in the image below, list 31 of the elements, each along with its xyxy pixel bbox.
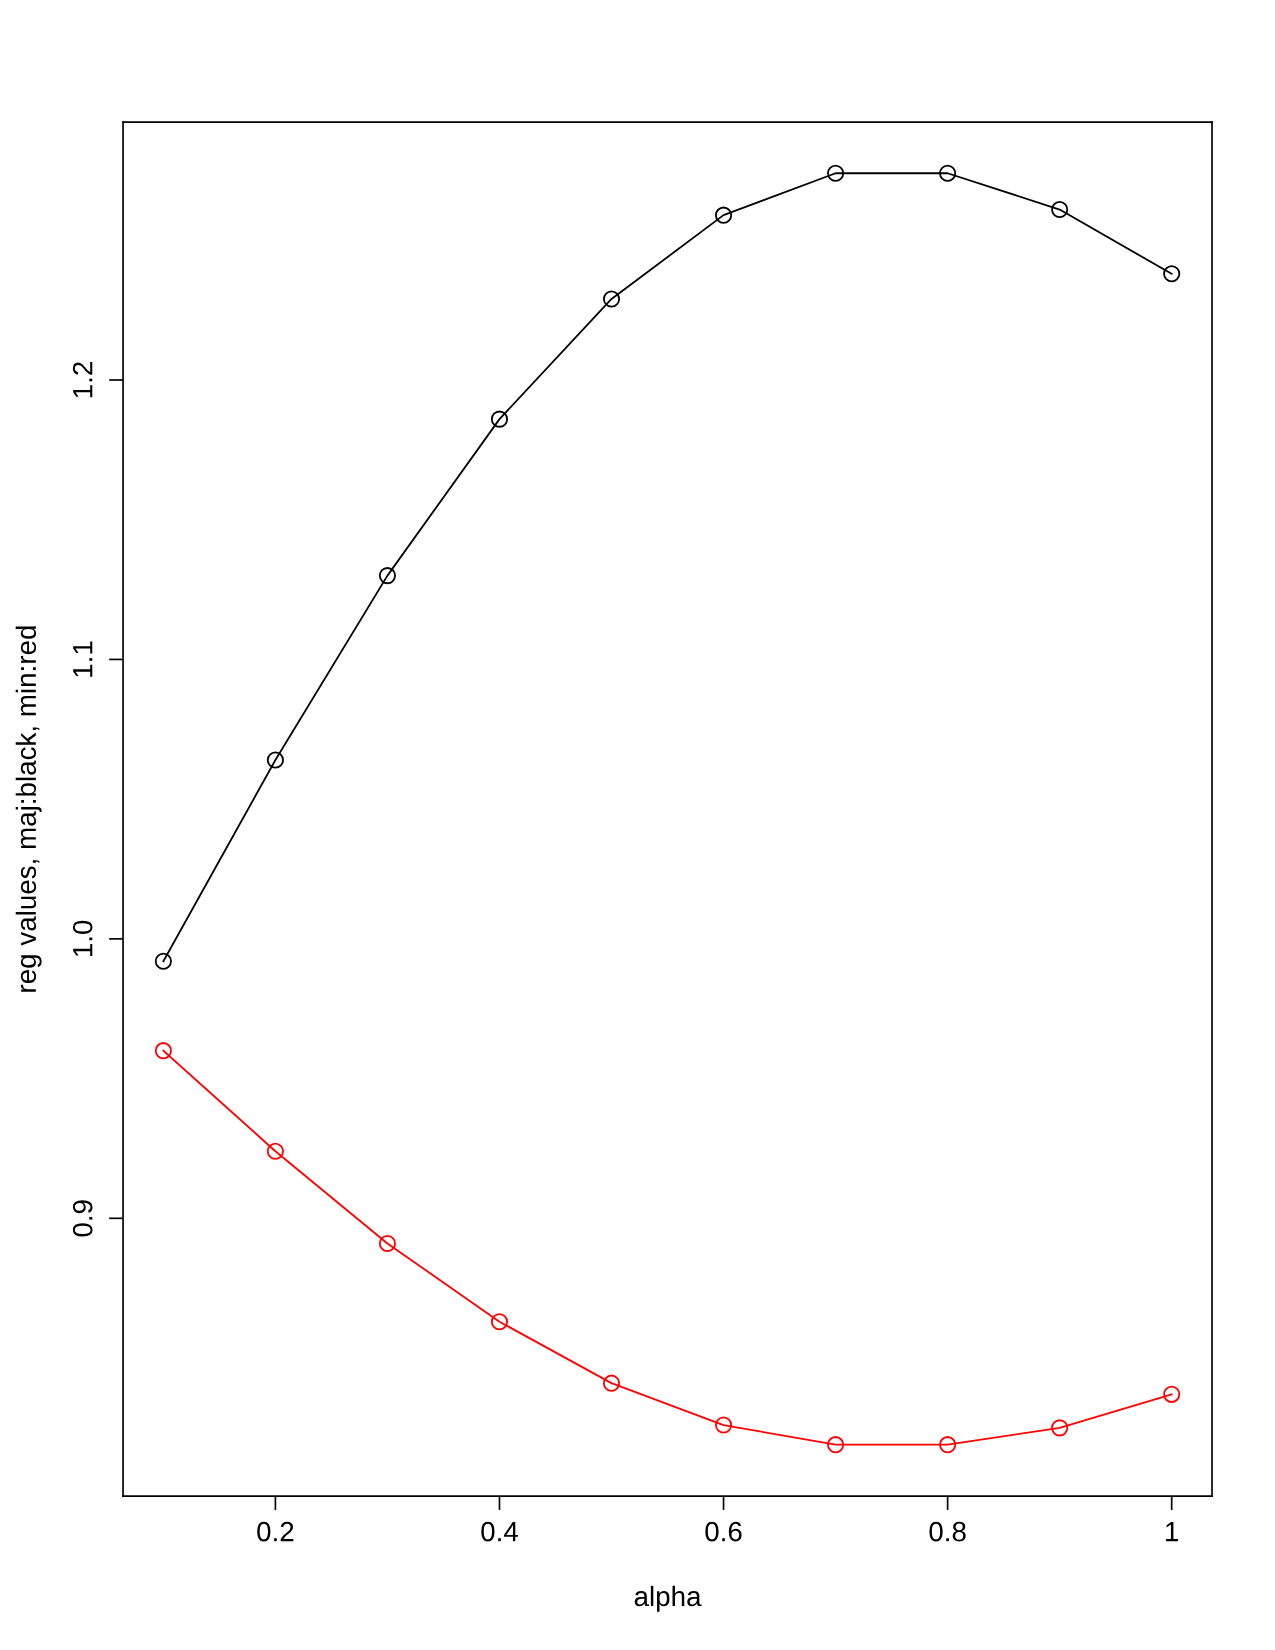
x-tick-label: 0.2 bbox=[257, 1521, 294, 1542]
x-axis-title: alpha bbox=[634, 1585, 702, 1612]
point bbox=[939, 1436, 957, 1454]
point bbox=[490, 1313, 509, 1331]
point bbox=[714, 1416, 733, 1434]
y-tick-label: 1.2 bbox=[72, 362, 93, 398]
y-tick-label: 1.1 bbox=[73, 641, 93, 677]
point bbox=[1163, 1385, 1181, 1403]
point bbox=[827, 164, 845, 182]
x-tick-label: 0.4 bbox=[481, 1521, 518, 1542]
point bbox=[1051, 201, 1069, 219]
point bbox=[266, 1142, 284, 1160]
point bbox=[378, 567, 396, 585]
y-axis-title: reg values, maj:black, min:red bbox=[15, 626, 42, 992]
point bbox=[490, 410, 509, 428]
y-tick-label: 1.0 bbox=[72, 920, 93, 957]
x-tick-label: 0.8 bbox=[929, 1521, 966, 1542]
point bbox=[714, 206, 733, 224]
point bbox=[378, 1234, 396, 1252]
point bbox=[602, 1374, 621, 1392]
x-tick-label: 1 bbox=[1166, 1522, 1179, 1542]
point bbox=[602, 290, 621, 308]
point bbox=[827, 1436, 845, 1454]
point bbox=[939, 164, 957, 182]
point bbox=[154, 1042, 172, 1060]
x-tick-label: 0.6 bbox=[705, 1521, 742, 1542]
point bbox=[1163, 265, 1181, 283]
point bbox=[266, 751, 284, 769]
point bbox=[1051, 1419, 1069, 1437]
y-tick-label: 0.9 bbox=[72, 1200, 93, 1237]
point bbox=[154, 952, 172, 970]
